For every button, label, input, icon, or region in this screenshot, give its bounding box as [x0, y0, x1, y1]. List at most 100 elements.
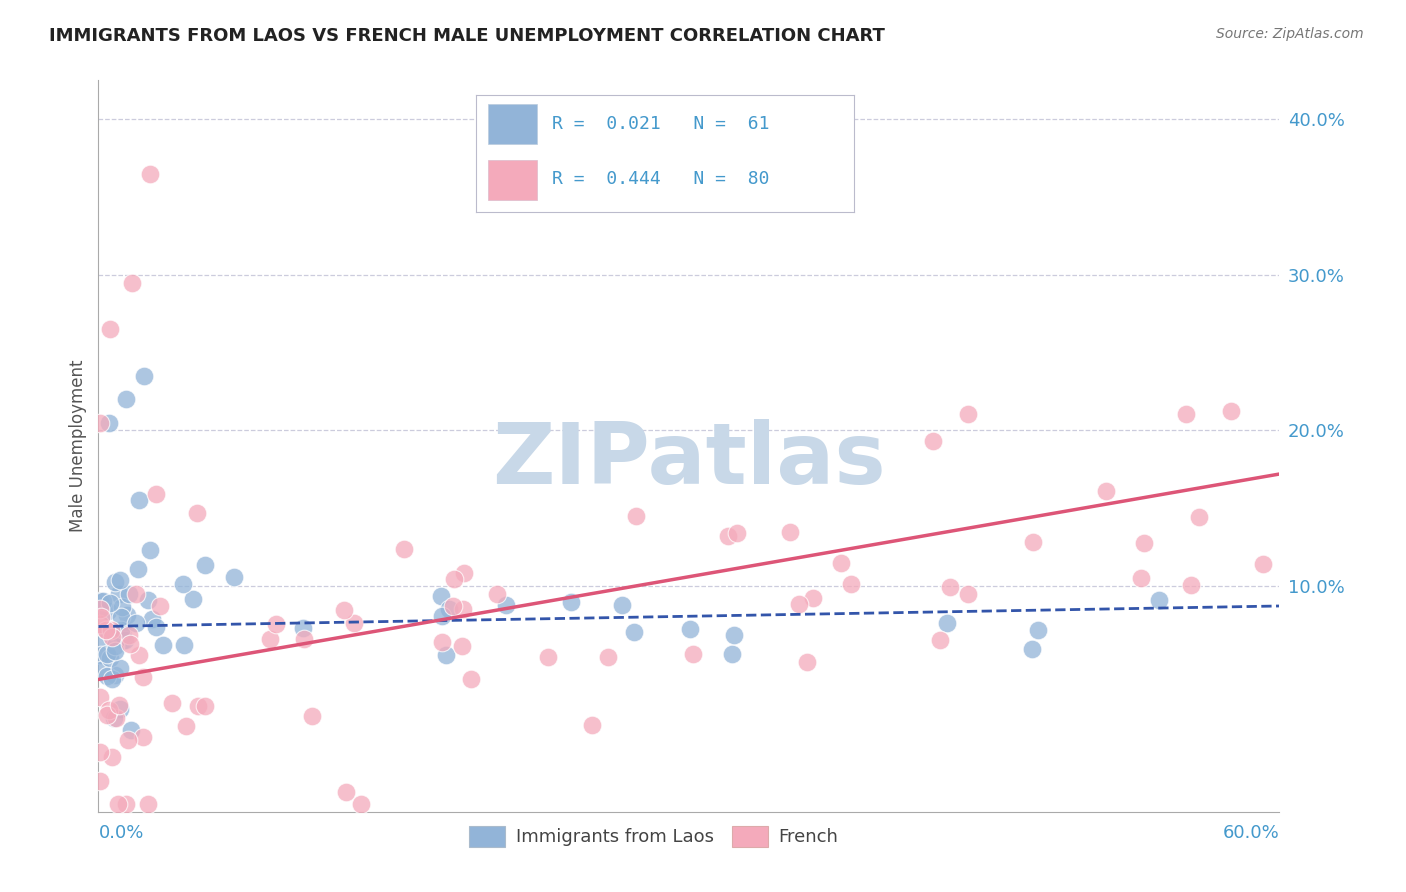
Point — [90, 632, 112, 646]
Point — [796, 655, 818, 669]
Point — [172, 577, 194, 591]
Point — [132, 670, 155, 684]
Point — [125, 587, 148, 601]
Point — [115, 608, 138, 623]
Point — [89, 745, 111, 759]
Point — [1147, 592, 1170, 607]
Point — [292, 632, 315, 646]
Point — [103, 574, 125, 589]
Point — [145, 620, 167, 634]
Point — [96, 708, 118, 723]
Point — [485, 587, 508, 601]
Point — [100, 624, 122, 638]
Point — [108, 661, 131, 675]
Point — [194, 558, 217, 573]
Point — [108, 586, 131, 600]
Point — [922, 434, 945, 448]
Point — [333, 603, 356, 617]
Point — [1180, 578, 1202, 592]
Point — [1026, 623, 1049, 637]
Point — [176, 719, 198, 733]
Point — [90, 648, 112, 662]
Point — [682, 647, 704, 661]
Point — [495, 599, 517, 613]
Point — [725, 526, 748, 541]
Point — [610, 599, 633, 613]
Text: IMMIGRANTS FROM LAOS VS FRENCH MALE UNEMPLOYMENT CORRELATION CHART: IMMIGRANTS FROM LAOS VS FRENCH MALE UNEM… — [49, 27, 886, 45]
Point — [103, 711, 125, 725]
Point — [430, 635, 453, 649]
Point — [938, 580, 960, 594]
Point — [104, 644, 127, 658]
Point — [98, 596, 121, 610]
Point — [537, 650, 560, 665]
Point — [678, 622, 700, 636]
Point — [460, 672, 482, 686]
Point — [450, 639, 472, 653]
Point — [139, 167, 162, 181]
Point — [100, 672, 122, 686]
Point — [118, 628, 141, 642]
Point — [96, 623, 118, 637]
Point — [173, 638, 195, 652]
Point — [115, 797, 138, 811]
Y-axis label: Male Unemployment: Male Unemployment — [69, 359, 87, 533]
Point — [350, 797, 373, 811]
Point — [623, 624, 645, 639]
Point — [89, 690, 111, 704]
Point — [118, 637, 141, 651]
Point — [136, 593, 159, 607]
Point — [1021, 642, 1043, 657]
Point — [120, 723, 142, 737]
Point — [624, 509, 647, 524]
Point — [117, 733, 139, 747]
Point — [451, 602, 474, 616]
Point — [141, 612, 163, 626]
Point — [956, 587, 979, 601]
Point — [335, 785, 357, 799]
Text: ZIPatlas: ZIPatlas — [492, 419, 886, 502]
Point — [392, 541, 415, 556]
Point — [596, 649, 619, 664]
Point — [104, 668, 127, 682]
Point — [128, 493, 150, 508]
Point — [98, 416, 121, 430]
Point — [259, 632, 281, 646]
Point — [723, 628, 745, 642]
Point — [110, 610, 132, 624]
Point — [93, 594, 115, 608]
Point — [789, 597, 811, 611]
Point — [343, 615, 366, 630]
Point — [105, 710, 128, 724]
Point — [430, 609, 453, 624]
Point — [264, 616, 287, 631]
Point — [1095, 483, 1118, 498]
Point — [112, 633, 135, 648]
Point — [121, 276, 143, 290]
Point — [936, 616, 959, 631]
Point — [94, 623, 117, 637]
Point — [434, 648, 457, 662]
Point — [441, 599, 464, 613]
Point — [1188, 510, 1211, 524]
Point — [111, 628, 134, 642]
Point — [127, 562, 149, 576]
Point — [89, 416, 111, 430]
Point — [928, 632, 950, 647]
Text: Source: ZipAtlas.com: Source: ZipAtlas.com — [1216, 27, 1364, 41]
Point — [801, 591, 824, 605]
Point — [1174, 407, 1197, 421]
Point — [222, 570, 245, 584]
Point — [956, 407, 979, 421]
Point — [96, 647, 118, 661]
Point — [104, 640, 127, 654]
Point — [1022, 534, 1045, 549]
Point — [97, 604, 120, 618]
Point — [96, 669, 118, 683]
Point — [292, 621, 315, 635]
Point — [114, 392, 136, 407]
Point — [194, 698, 217, 713]
Point — [100, 651, 122, 665]
Point — [89, 773, 111, 788]
Point — [560, 595, 582, 609]
